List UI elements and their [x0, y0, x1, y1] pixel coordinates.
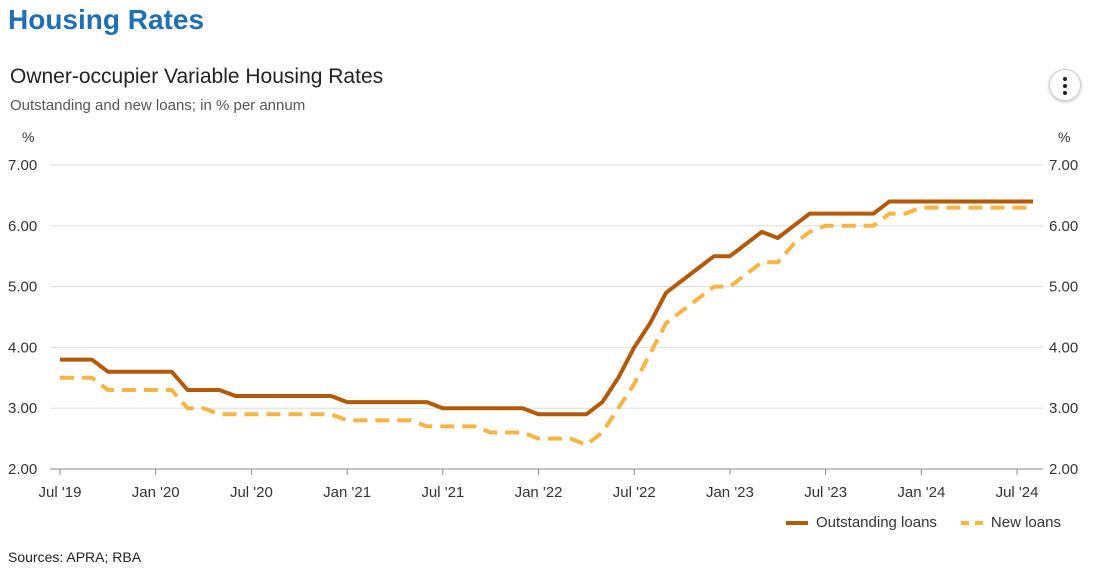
legend-swatch-solid [786, 520, 808, 525]
chart-subtitle: Outstanding and new loans; in % per annu… [10, 97, 306, 114]
x-tick-label: Jul '19 [39, 484, 82, 501]
x-tick-label: Jul '23 [804, 484, 847, 501]
x-tick-label: Jul '24 [996, 484, 1039, 501]
series-lines [60, 199, 1033, 447]
x-tick-label: Jan '20 [132, 484, 180, 501]
axes: 2.00 2.00 3.00 3.00 4.00 4.00 5.00 5.00 6.00 6.00… [8, 157, 1078, 501]
legend-item-new[interactable]: New loans [960, 514, 1061, 531]
y-tick-label-left: 2.00 [8, 461, 37, 478]
series-line-outstanding-loans[interactable] [60, 199, 1033, 417]
y-tick-label-right: 4.00 [1049, 339, 1078, 356]
page-heading: Housing Rates [8, 4, 205, 35]
x-tick-label: Jul '20 [230, 484, 273, 501]
y-tick-label-left: 5.00 [8, 279, 37, 296]
y-tick-label-right: 5.00 [1049, 279, 1078, 296]
y-tick-label-left: 3.00 [8, 400, 37, 417]
y-tick-label-right: 6.00 [1049, 218, 1078, 235]
x-tick-label: Jan '24 [897, 484, 945, 501]
x-tick-label: Jul '21 [421, 484, 464, 501]
y-axis-unit-right: % [1058, 129, 1070, 145]
gridlines [50, 164, 1043, 409]
chart-legend: Outstanding loans New loans [786, 514, 1061, 531]
legend-swatch-dashed [960, 520, 983, 525]
chart-menu-button[interactable] [1049, 69, 1081, 101]
x-tick-label: Jan '23 [706, 484, 754, 501]
y-tick-label-left: 6.00 [8, 218, 37, 235]
legend-item-outstanding[interactable]: Outstanding loans [786, 514, 937, 531]
y-tick-label-left: 4.00 [8, 339, 37, 356]
x-tick-label: Jan '21 [323, 484, 371, 501]
y-tick-label-right: 3.00 [1049, 400, 1078, 417]
chart-title: Owner-occupier Variable Housing Rates [10, 65, 384, 88]
series-line-new-loans[interactable] [60, 205, 1033, 447]
y-tick-label-right: 7.00 [1049, 157, 1078, 174]
legend-label: Outstanding loans [816, 514, 937, 531]
legend-label: New loans [990, 514, 1061, 531]
x-tick-label: Jan '22 [515, 484, 563, 501]
y-tick-label-left: 7.00 [8, 157, 37, 174]
x-tick-label: Jul '22 [613, 484, 656, 501]
y-axis-unit-left: % [22, 129, 34, 145]
sources-note: Sources: APRA; RBA [8, 549, 142, 565]
y-tick-label-right: 2.00 [1049, 461, 1078, 478]
